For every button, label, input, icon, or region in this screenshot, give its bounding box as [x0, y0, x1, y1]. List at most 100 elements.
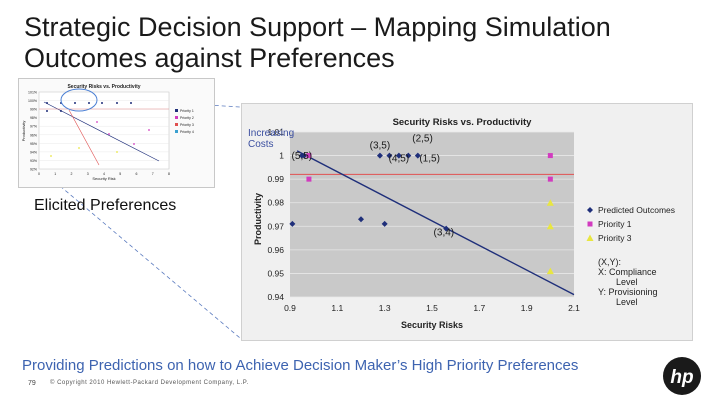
thumb-x-tick: 1 — [54, 172, 56, 176]
thumb-y-label: Productivity — [21, 121, 26, 142]
hp-logo-icon: hp — [663, 357, 701, 395]
predicted-point — [395, 152, 402, 159]
thumb-y-tick: 98% — [30, 116, 37, 120]
point-annotation: (5,5) — [292, 151, 313, 162]
x-tick-label: 1.5 — [426, 303, 438, 313]
thumb-point — [101, 102, 103, 104]
trend-line — [296, 150, 575, 296]
thumb-point — [74, 102, 76, 104]
thumb-y-tick: 97% — [30, 125, 37, 129]
thumb-point — [50, 155, 52, 157]
thumb-point — [78, 147, 80, 149]
thumb-legend-label: Priority 1 — [180, 109, 194, 113]
callout-line1: Increasing — [248, 128, 295, 139]
main-chart-svg: 0.94 0.95 0.96 0.97 0.98 0.99 1 1.01 0.9 1.1 1.3 1.… — [253, 117, 675, 330]
legend-marker-predicted — [587, 207, 593, 213]
title-line-1: Strategic Decision Support – Mapping Sim… — [24, 12, 611, 42]
thumb-y-tick: 101% — [28, 91, 37, 95]
point-annotation: (3,4) — [434, 228, 455, 239]
thumb-plot-area — [38, 91, 170, 170]
legend-note-line: X: Compliance — [598, 267, 657, 277]
svg-text:hp: hp — [670, 367, 693, 388]
thumb-x-tick: 4 — [103, 172, 105, 176]
legend-label: Predicted Outcomes — [598, 205, 675, 215]
predicted-point — [289, 220, 296, 227]
thumb-red-line — [68, 109, 100, 166]
point-annotation: (3,5) — [370, 141, 391, 152]
legend-label: Priority 3 — [598, 233, 632, 243]
thumb-title: Security Risks vs. Productivity — [67, 84, 140, 90]
thumb-trend-line — [43, 101, 160, 162]
y-tick-label: 0.96 — [267, 245, 284, 255]
y-tick-label: 1 — [279, 151, 284, 161]
thumb-point — [46, 110, 48, 112]
priority3-point — [546, 267, 554, 275]
point-annotation: (2,5) — [412, 133, 433, 144]
thumb-x-tick: 5 — [119, 172, 121, 176]
thumb-legend-label: Priority 2 — [180, 116, 194, 120]
thumb-point — [88, 102, 90, 104]
increasing-costs-callout: Increasing Costs — [248, 128, 294, 150]
priority1-point — [547, 176, 553, 182]
predicted-point — [376, 152, 383, 159]
x-tick-label: 1.1 — [331, 303, 343, 313]
thumb-x-tick: 0 — [38, 172, 40, 176]
legend-note-line: Level — [616, 297, 638, 307]
chart-title: Security Risks vs. Productivity — [393, 117, 533, 128]
callout-line-bottom — [59, 185, 241, 339]
legend-marker-priority3 — [586, 234, 594, 241]
thumb-highlight-ellipse — [60, 88, 98, 112]
thumbnail-chart-svg: Security Risks vs. Productivity 92% 93% 94%… — [21, 84, 194, 181]
legend-note-line: Level — [616, 277, 638, 287]
legend-note-line: Y: Provisioning — [598, 287, 658, 297]
page-number: 79 — [28, 380, 36, 387]
slide-title: Strategic Decision Support – Mapping Sim… — [24, 12, 664, 74]
thumb-y-tick: 96% — [30, 133, 37, 137]
y-tick-label: 1.01 — [267, 127, 284, 137]
thumb-y-tick: 99% — [30, 108, 37, 112]
thumbnail-chart: Security Risks vs. Productivity 92% 93% 94%… — [18, 78, 215, 188]
predicted-point — [358, 216, 364, 223]
y-tick-label: 0.95 — [267, 268, 284, 278]
predicted-point — [301, 152, 308, 159]
elicited-preferences-label: Elicited Preferences — [34, 197, 177, 214]
thumb-point — [46, 102, 48, 104]
thumb-point — [108, 133, 110, 135]
thumb-point — [116, 102, 118, 104]
predicted-point — [386, 152, 393, 159]
thumb-legend-label: Priority 4 — [180, 130, 194, 134]
thumb-x-tick: 8 — [168, 172, 170, 176]
thumb-y-tick: 92% — [30, 168, 37, 172]
thumb-legend-marker — [175, 116, 178, 119]
priority3-point — [546, 222, 554, 230]
legend-label: Priority 1 — [598, 219, 632, 229]
priority1-point — [306, 176, 312, 182]
x-tick-label: 1.3 — [379, 303, 391, 313]
x-tick-label: 1.7 — [473, 303, 485, 313]
thumb-legend-marker — [175, 123, 178, 126]
x-axis-label: Security Risks — [401, 320, 463, 330]
thumb-x-label: Security Risk — [92, 176, 115, 181]
main-chart: 0.94 0.95 0.96 0.97 0.98 0.99 1 1.01 0.9 1.1 1.3 1.… — [241, 103, 693, 341]
y-tick-label: 0.97 — [267, 221, 284, 231]
thumb-x-tick: 6 — [136, 172, 138, 176]
thumb-point — [116, 151, 118, 153]
predicted-point — [381, 220, 388, 227]
thumb-point — [96, 121, 98, 123]
priority3-point — [546, 199, 554, 206]
title-line-2: Outcomes against Preferences — [24, 43, 395, 73]
thumb-x-tick: 7 — [152, 172, 154, 176]
thumb-point — [148, 129, 150, 131]
priority1-point — [547, 153, 553, 159]
x-tick-label: 1.9 — [521, 303, 533, 313]
thumb-point — [133, 143, 135, 145]
copyright-text: © Copyright 2010 Hewlett-Packard Develop… — [50, 380, 249, 386]
y-axis-label: Productivity — [253, 193, 263, 245]
y-tick-label: 0.94 — [267, 292, 284, 302]
x-tick-label: 0.9 — [284, 303, 296, 313]
point-annotation: (1,5) — [419, 153, 440, 164]
point-annotation: (4,5) — [389, 153, 410, 164]
thumb-legend-marker — [175, 130, 178, 133]
thumb-y-tick: 93% — [30, 159, 37, 163]
predicted-point — [405, 152, 412, 159]
